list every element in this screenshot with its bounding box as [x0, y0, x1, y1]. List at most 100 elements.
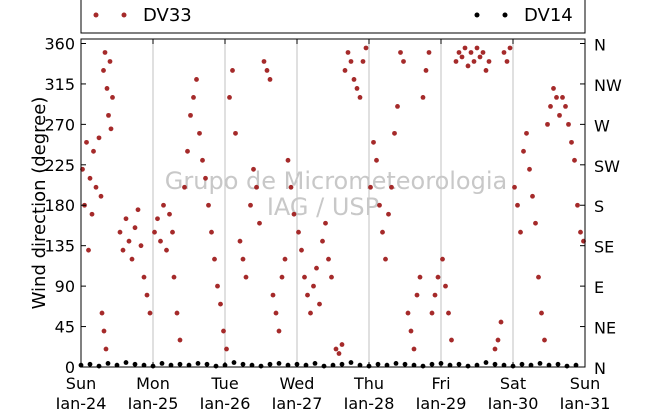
data-point-dv33 [368, 184, 373, 190]
data-point-dv33 [170, 229, 175, 235]
data-point-dv14 [492, 361, 498, 367]
data-point-dv33 [495, 337, 501, 343]
data-point-dv33 [276, 328, 282, 334]
data-point-dv14 [357, 362, 363, 368]
data-point-dv33 [302, 274, 307, 280]
data-point-dv33 [117, 229, 123, 235]
x-tick-label-day: Sun [570, 374, 600, 393]
data-point-dv33 [264, 68, 270, 73]
data-point-dv33 [104, 86, 110, 91]
data-point-dv14 [114, 362, 120, 368]
gridlines [152, 39, 514, 367]
y2-tick-label: NW [594, 76, 622, 95]
data-point-dv33 [345, 50, 351, 55]
data-point-dv33 [392, 130, 397, 136]
data-point-dv14 [330, 362, 336, 368]
x-tick-label-day: Thu [353, 374, 384, 393]
data-point-dv33 [536, 274, 541, 280]
y-axis-left: 0 45 90 135 180 225 270 315 360 [44, 34, 86, 377]
data-point-dv14 [555, 361, 561, 367]
data-point-dv14 [429, 361, 435, 367]
data-point-dv33 [158, 238, 163, 244]
data-point-dv33 [237, 238, 243, 244]
x-tick-label-date: Jan-26 [199, 394, 251, 409]
data-point-dv33 [261, 59, 267, 64]
data-point-dv14 [519, 361, 525, 367]
x-tick-label-day: Sat [500, 374, 526, 393]
data-point-dv14 [123, 360, 129, 365]
data-point-dv33 [383, 256, 388, 262]
data-point-dv33 [518, 229, 523, 235]
data-point-dv33 [311, 283, 316, 289]
data-point-dv33 [203, 175, 208, 181]
data-point-dv33 [138, 243, 144, 249]
x-tick-label-date: Jan-25 [127, 394, 179, 409]
data-point-dv33 [248, 202, 253, 208]
data-point-dv33 [533, 220, 538, 226]
x-tick-label-date: Jan-29 [415, 394, 467, 409]
x-tick-label-day: Mon [136, 374, 170, 393]
x-axis: SunJan-24MonJan-25TueJan-26WedJan-27ThuJ… [55, 39, 610, 409]
data-point-dv33 [459, 54, 465, 60]
data-point-dv33 [164, 247, 169, 253]
data-point-dv33 [126, 238, 132, 244]
data-point-dv33 [89, 211, 95, 217]
data-point-dv33 [405, 310, 411, 316]
legend-marker-dv14-b [502, 12, 508, 18]
legend-box [80, 0, 586, 34]
legend: DV33 DV14 [80, 0, 586, 34]
y2-tick-label: E [594, 278, 604, 297]
data-point-dv14 [456, 361, 462, 367]
data-point-dv14 [285, 362, 291, 368]
data-point-dv14 [402, 361, 408, 367]
y-axis-right: N NE E SE S SW W NW N [580, 35, 622, 378]
y2-tick-label: NE [594, 319, 616, 338]
data-point-dv33 [123, 216, 129, 222]
data-point-dv33 [530, 193, 535, 199]
data-point-dv14 [195, 361, 201, 366]
data-point-dv33 [101, 68, 106, 73]
data-point-dv14 [546, 362, 552, 368]
x-tick-label-date: Jan-27 [271, 394, 323, 409]
data-point-dv33 [486, 59, 492, 64]
data-point-dv33 [329, 274, 334, 280]
data-point-dv33 [215, 283, 220, 289]
watermark-line-2: IAG / USP [267, 193, 379, 221]
legend-label-dv33: DV33 [143, 5, 192, 26]
data-point-dv33 [360, 59, 366, 64]
data-point-dv33 [161, 202, 166, 208]
data-point-dv14 [249, 362, 255, 368]
data-point-dv33 [578, 229, 583, 235]
data-point-dv33 [135, 207, 141, 213]
y-tick-label: 360 [44, 34, 75, 53]
data-point-dv33 [188, 112, 193, 118]
data-point-dv33 [563, 104, 568, 109]
data-point-dv33 [167, 211, 172, 217]
data-point-dv33 [171, 274, 177, 280]
data-point-dv33 [351, 77, 357, 82]
data-point-dv33 [212, 256, 217, 262]
data-point-dv33 [408, 328, 414, 334]
data-point-dv33 [449, 337, 454, 343]
data-point-dv33 [545, 121, 550, 127]
y2-tick-label: S [594, 197, 604, 216]
data-point-dv33 [414, 292, 420, 298]
data-point-dv33 [557, 112, 562, 118]
data-point-dv33 [569, 139, 574, 145]
data-point-dv33 [209, 229, 214, 235]
data-point-dv33 [527, 166, 532, 172]
data-point-dv33 [542, 337, 547, 343]
data-point-dv14 [267, 361, 273, 367]
x-tick-label-day: Sun [66, 374, 96, 393]
data-point-dv14 [87, 361, 93, 367]
data-point-dv14 [132, 361, 138, 367]
data-point-dv33 [512, 184, 517, 190]
data-point-dv33 [279, 274, 285, 280]
data-point-dv33 [155, 216, 160, 222]
data-point-dv33 [386, 211, 391, 217]
data-point-dv14 [321, 363, 327, 369]
plot-frame [80, 38, 586, 368]
legend-label-dv14: DV14 [524, 5, 573, 26]
data-point-dv33 [468, 50, 474, 55]
y-tick-label: 225 [44, 156, 75, 175]
